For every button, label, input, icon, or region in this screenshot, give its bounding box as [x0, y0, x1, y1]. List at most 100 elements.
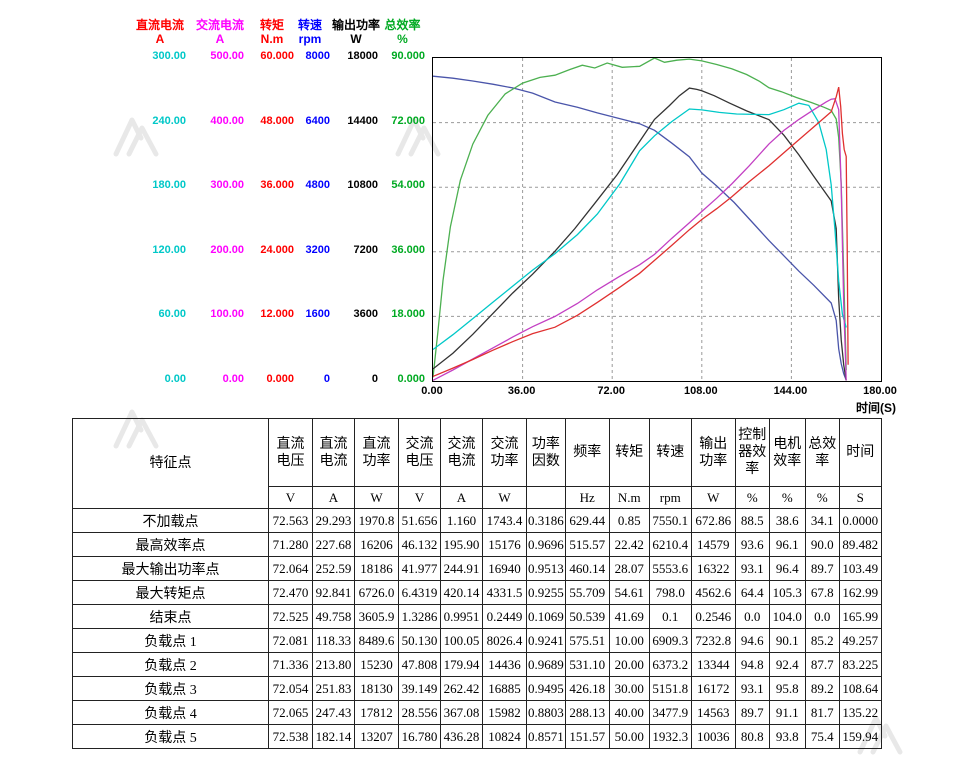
- x-axis-title: 时间(S): [856, 401, 896, 415]
- column-header: 转矩: [608, 418, 650, 487]
- y-tick-speed: 8000: [305, 50, 330, 62]
- cell: 252.59: [312, 556, 355, 581]
- row-label: 最大转矩点: [72, 580, 269, 605]
- cell: 1.160: [440, 508, 483, 533]
- column-unit: %: [768, 486, 806, 509]
- x-tick: 108.00: [683, 385, 718, 397]
- cell: 182.14: [312, 724, 355, 749]
- cell: 0.1: [648, 604, 692, 629]
- cell: 71.280: [268, 532, 313, 557]
- y-tick-output-power: 3600: [353, 308, 378, 321]
- cell: 0.9241: [526, 628, 566, 653]
- cell: 47.808: [398, 652, 441, 677]
- cell: 95.8: [768, 676, 806, 701]
- cell: 93.6: [734, 532, 770, 557]
- column-unit: V: [398, 486, 441, 509]
- x-tick: 180.00: [863, 385, 897, 397]
- cell: 0.9696: [526, 532, 566, 557]
- cell: 5553.6: [648, 556, 692, 581]
- series-torque-line: [433, 86, 849, 377]
- cell: 89.7: [804, 556, 840, 581]
- cell: 89.2: [804, 676, 840, 701]
- y-tick-output-power: 14400: [347, 114, 378, 127]
- y-tick-dc-current: 240.00: [152, 114, 186, 127]
- y-axis-label-output-power: 输出功率 W: [332, 18, 381, 46]
- cell: 72.054: [268, 676, 313, 701]
- feature-point-header: 特征点: [72, 418, 269, 509]
- y-axis-label-efficiency: 总效率 %: [384, 18, 421, 46]
- y-tick-dc-current: 0.00: [164, 373, 186, 385]
- y-axis-speed: 转速 rpm 8000 6400 4800 3200 1600 0: [288, 0, 332, 400]
- cell: 103.49: [838, 556, 882, 581]
- y-tick-efficiency: 0.000: [397, 373, 425, 385]
- cell: 15982: [482, 700, 527, 725]
- cell: 18130: [354, 676, 399, 701]
- cell: 6.4319: [398, 580, 441, 605]
- column-header: 功率 因数: [526, 418, 566, 487]
- cell: 6909.3: [648, 628, 692, 653]
- cell: 28.07: [608, 556, 650, 581]
- column-header: 电机 效率: [768, 418, 806, 487]
- cell: 162.99: [838, 580, 882, 605]
- series-efficiency-line: [433, 58, 847, 378]
- plot-svg: [433, 58, 881, 381]
- cell: 93.1: [734, 676, 770, 701]
- y-axis-torque: 转矩 N.m 60.000 48.000 36.000 24.000 12.000 0.00…: [248, 0, 296, 400]
- cell: 14579: [690, 532, 736, 557]
- cell: 105.3: [768, 580, 806, 605]
- cell: 50.00: [608, 724, 650, 749]
- y-tick-efficiency: 54.000: [391, 179, 425, 192]
- cell: 0.9951: [440, 604, 483, 629]
- cell: 50.539: [564, 604, 610, 629]
- cell: 244.91: [440, 556, 483, 581]
- y-tick-efficiency: 90.000: [391, 50, 425, 62]
- row-label: 负载点 5: [72, 724, 269, 749]
- cell: 104.0: [768, 604, 806, 629]
- column-unit: W: [690, 486, 736, 509]
- watermark-logo-icon: [108, 108, 164, 169]
- y-tick-dc-current: 60.00: [158, 308, 186, 321]
- cell: 227.68: [312, 532, 355, 557]
- cell: 367.08: [440, 700, 483, 725]
- cell: 6373.2: [648, 652, 692, 677]
- x-tick: 0.00: [421, 385, 443, 397]
- y-tick-torque: 0.000: [266, 373, 294, 385]
- cell: 96.4: [768, 556, 806, 581]
- cell: 0.85: [608, 508, 650, 533]
- cell: 7550.1: [648, 508, 692, 533]
- cell: 72.065: [268, 700, 313, 725]
- y-axis-label-speed: 转速 rpm: [297, 18, 322, 46]
- row-label: 结束点: [72, 604, 269, 629]
- cell: 151.57: [564, 724, 610, 749]
- table-row: 最大输出功率点 72.064 252.59 18186 41.977 244.91 1694…: [72, 556, 882, 581]
- cell: 0.8571: [526, 724, 566, 749]
- cell: 13207: [354, 724, 399, 749]
- y-tick-torque: 60.000: [260, 50, 294, 62]
- cell: 87.7: [804, 652, 840, 677]
- table-row: 负载点 5 72.538 182.14 13207 16.780 436.28 10824 0…: [72, 724, 882, 749]
- cell: 83.225: [838, 652, 882, 677]
- y-tick-output-power: 10800: [347, 179, 378, 192]
- column-header: 控制 器效 率: [734, 418, 770, 487]
- cell: 72.081: [268, 628, 313, 653]
- cell: 8489.6: [354, 628, 399, 653]
- table-row: 负载点 3 72.054 251.83 18130 39.149 262.42 16885 0…: [72, 676, 882, 701]
- cell: 6726.0: [354, 580, 399, 605]
- y-tick-output-power: 7200: [353, 243, 378, 256]
- column-unit: %: [804, 486, 840, 509]
- cell: 5151.8: [648, 676, 692, 701]
- cell: 1932.3: [648, 724, 692, 749]
- y-tick-efficiency: 72.000: [391, 114, 425, 127]
- cell: 798.0: [648, 580, 692, 605]
- cell: 3605.9: [354, 604, 399, 629]
- cell: 94.6: [734, 628, 770, 653]
- series-output-power-line: [433, 87, 847, 381]
- cell: 0.2546: [690, 604, 736, 629]
- cell: 15230: [354, 652, 399, 677]
- y-tick-speed: 0: [323, 373, 330, 385]
- cell: 213.80: [312, 652, 355, 677]
- cell: 39.149: [398, 676, 441, 701]
- cell: 460.14: [564, 556, 610, 581]
- column-unit: Hz: [564, 486, 610, 509]
- y-tick-speed: 6400: [305, 114, 330, 127]
